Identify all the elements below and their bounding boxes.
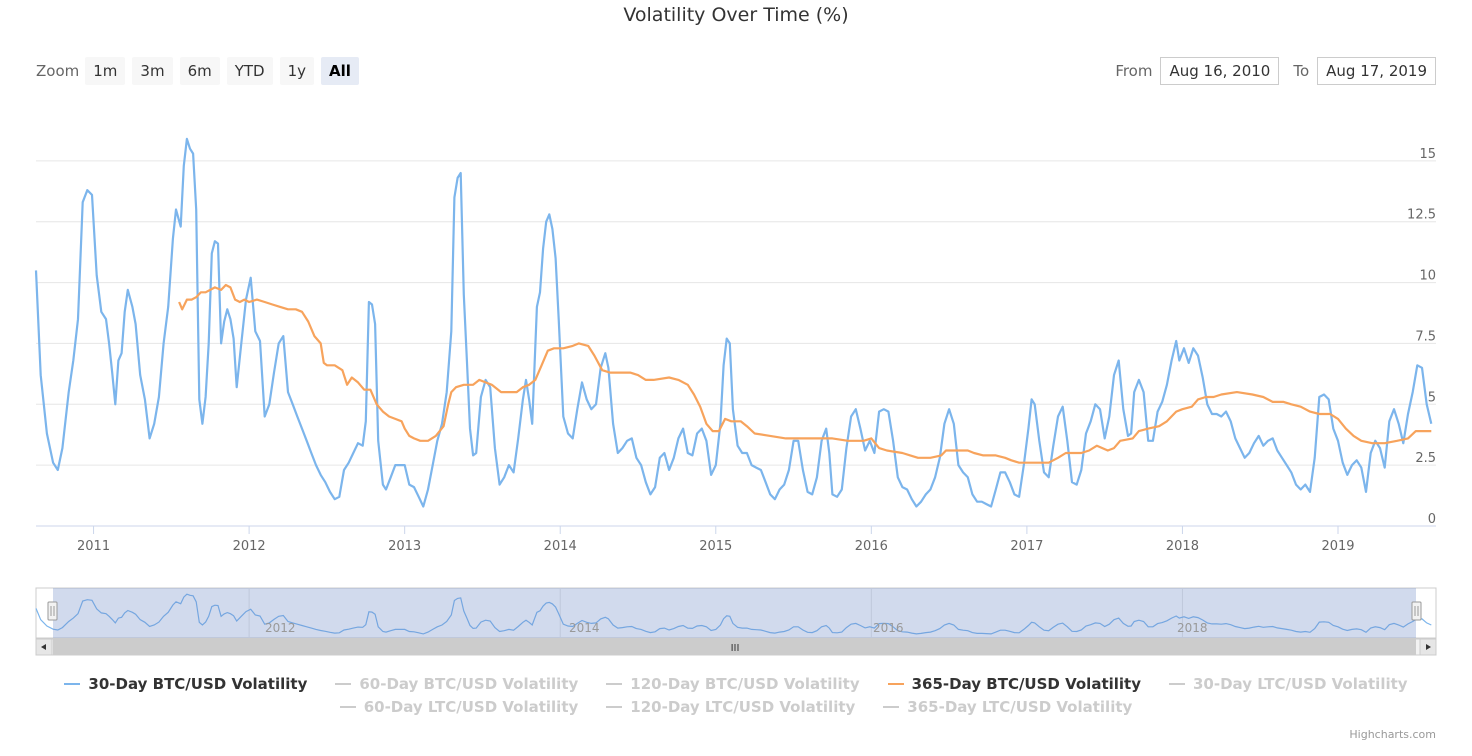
main-plot[interactable]: 0 2.5 5 7.5 10 12.5 15 2011 2012 2013 2014 2015 2016… (0, 90, 1472, 560)
legend-line-icon (606, 705, 623, 708)
navigator-label-2016: 2016 (873, 621, 904, 635)
series-line-30-day-btc-usd-volatility[interactable] (34, 137, 1433, 508)
y-tick-label: 7.5 (1415, 329, 1436, 344)
x-tick-label: 2016 (855, 539, 888, 554)
legend-item-60-day-btc-usd-volatility[interactable]: 60-Day BTC/USD Volatility (335, 675, 578, 693)
arrow-left-icon (41, 644, 46, 650)
zoom-button-1m[interactable]: 1m (85, 57, 126, 85)
legend-item-60-day-ltc-usd-volatility[interactable]: 60-Day LTC/USD Volatility (339, 697, 579, 716)
axes: 0 2.5 5 7.5 10 12.5 15 2011 2012 2013 2014 2015 2016… (77, 147, 1436, 554)
series-line-365-day-btc-usd-volatility[interactable] (178, 283, 1432, 464)
legend-label: 120-Day BTC/USD Volatility (630, 674, 860, 693)
y-tick-label: 10 (1419, 269, 1436, 284)
legend-item-30-day-ltc-usd-volatility[interactable]: 30-Day LTC/USD Volatility (1168, 674, 1408, 693)
scrollbar-grip: III (731, 643, 740, 654)
from-date-input[interactable]: Aug 16, 2010 (1160, 57, 1280, 85)
legend-item-365-day-btc-usd-volatility[interactable]: 365-Day BTC/USD Volatility (887, 674, 1141, 693)
y-tick-label: 5 (1428, 390, 1436, 405)
y-tick-label: 15 (1419, 147, 1436, 162)
zoom-toolbar: Zoom 1m 3m 6m YTD 1y All (36, 57, 366, 85)
x-tick-label: 2014 (544, 539, 577, 554)
zoom-label: Zoom (36, 62, 80, 80)
legend-label: 60-Day BTC/USD Volatility (359, 674, 579, 693)
zoom-button-6m[interactable]: 6m (179, 57, 220, 85)
grid-lines (36, 160, 1436, 527)
navigator-selection[interactable] (53, 588, 1416, 638)
legend-line-icon (1168, 682, 1185, 685)
legend: 30-Day BTC/USD Volatility 60-Day BTC/USD … (0, 672, 1472, 718)
navigator[interactable]: 2012 2014 2016 2018 III (0, 585, 1472, 660)
scrollbar-thumb[interactable] (53, 639, 1416, 655)
to-label: To (1293, 62, 1310, 80)
chart-title: Volatility Over Time (%) (623, 4, 849, 26)
legend-line-icon (339, 705, 356, 708)
x-tick-label: 2019 (1321, 539, 1354, 554)
x-tick-label: 2017 (1010, 539, 1043, 554)
legend-item-365-day-ltc-usd-volatility[interactable]: 365-Day LTC/USD Volatility (883, 698, 1132, 716)
legend-label: 30-Day BTC/USD Volatility (88, 674, 308, 693)
legend-label: 365-Day LTC/USD Volatility (907, 697, 1133, 716)
legend-row: 60-Day LTC/USD Volatility 120-Day LTC/USD… (0, 695, 1472, 718)
scroll-left-button[interactable] (35, 638, 53, 656)
legend-item-120-day-btc-usd-volatility[interactable]: 120-Day BTC/USD Volatility (606, 674, 860, 693)
legend-line-icon (64, 682, 81, 685)
legend-label: 365-Day BTC/USD Volatility (911, 674, 1141, 693)
legend-item-120-day-ltc-usd-volatility[interactable]: 120-Day LTC/USD Volatility (606, 698, 855, 716)
from-label: From (1115, 62, 1153, 80)
legend-line-icon (887, 682, 904, 685)
date-range-selector: From Aug 16, 2010 To Aug 17, 2019 (1101, 57, 1436, 85)
y-tick-label: 2.5 (1415, 451, 1436, 466)
x-tick-label: 2012 (233, 539, 266, 554)
zoom-button-1y[interactable]: 1y (279, 57, 315, 85)
legend-line-icon (606, 682, 623, 685)
navigator-grid (248, 588, 1183, 638)
legend-line-icon (883, 705, 900, 708)
legend-item-30-day-btc-usd-volatility[interactable]: 30-Day BTC/USD Volatility (64, 675, 307, 693)
legend-label: 30-Day LTC/USD Volatility (1192, 674, 1408, 693)
arrow-right-icon (1426, 644, 1431, 650)
series-lines (34, 137, 1433, 508)
x-tick-label: 2013 (388, 539, 421, 554)
navigator-label-2012: 2012 (265, 621, 296, 635)
legend-line-icon (335, 682, 352, 685)
navigator-right-handle[interactable] (1411, 601, 1422, 621)
zoom-button-ytd[interactable]: YTD (226, 57, 273, 85)
legend-label: 60-Day LTC/USD Volatility (363, 697, 579, 716)
navigator-left-handle[interactable] (47, 601, 58, 621)
x-tick-label: 2015 (699, 539, 732, 554)
x-tick-label: 2011 (77, 539, 110, 554)
zoom-button-all[interactable]: All (321, 57, 359, 85)
legend-label: 120-Day LTC/USD Volatility (630, 697, 856, 716)
legend-row: 30-Day BTC/USD Volatility 60-Day BTC/USD … (0, 672, 1472, 695)
navigator-frame (35, 587, 1437, 639)
x-tick-label: 2018 (1166, 539, 1199, 554)
scroll-right-button[interactable] (1419, 638, 1437, 656)
credits-link[interactable]: Highcharts.com (1349, 728, 1436, 741)
to-date-input[interactable]: Aug 17, 2019 (1317, 57, 1436, 85)
y-tick-label: 12.5 (1407, 208, 1436, 223)
navigator-label-2018: 2018 (1177, 621, 1208, 635)
navigator-label-2014: 2014 (569, 621, 600, 635)
zoom-button-3m[interactable]: 3m (132, 57, 173, 85)
navigator-series (35, 593, 1432, 635)
y-tick-label: 0 (1428, 512, 1436, 527)
